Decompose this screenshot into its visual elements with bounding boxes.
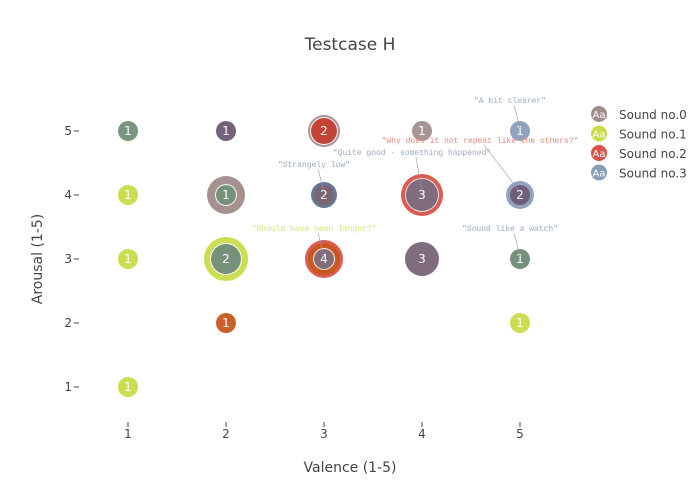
legend-marker-text: Aa <box>593 130 606 141</box>
annotation-arrow <box>317 168 325 193</box>
bubble: 2 <box>204 237 248 281</box>
bubble: 4 <box>305 240 343 278</box>
bubble-marker <box>412 121 432 141</box>
annotation-text: "Should have been longer?" <box>252 225 377 234</box>
annotation-text: "Sound like a watch" <box>462 225 558 234</box>
bubble-label: 1 <box>418 124 426 138</box>
bubble: 1 <box>118 249 138 269</box>
annotation-arrow <box>513 232 521 257</box>
bubble: 1 <box>510 121 530 141</box>
x-tick-label: 3 <box>320 427 328 441</box>
x-tick-label: 5 <box>516 427 524 441</box>
bubble-marker <box>314 249 334 269</box>
bubble-marker <box>118 377 138 397</box>
bubble: 1 <box>510 313 530 333</box>
bubble-marker <box>510 121 530 141</box>
annotation-arrow <box>317 232 325 257</box>
bubble-marker <box>118 185 138 205</box>
bubble-marker <box>216 121 236 141</box>
y-tick-label: 3 <box>64 252 72 266</box>
bubble-marker <box>311 118 337 144</box>
legend-item[interactable]: Aa Sound no.3 <box>591 164 687 181</box>
bubble-label: 3 <box>418 188 426 202</box>
annotation-arrow <box>483 144 521 193</box>
bubble-marker <box>118 249 138 269</box>
bubble-label: 1 <box>516 316 524 330</box>
y-axis-label: Arousal (1-5) <box>30 214 46 304</box>
x-axis-label: Valence (1-5) <box>304 460 397 476</box>
bubble-label: 2 <box>222 252 230 266</box>
annotation-arrow <box>415 156 423 193</box>
bubble-marker <box>510 185 530 205</box>
legend-label: Sound no.2 <box>619 147 687 161</box>
bubble-label: 4 <box>320 252 328 266</box>
bubble-marker <box>510 249 530 269</box>
bubble: 1 <box>118 377 138 397</box>
legend-item[interactable]: Aa Sound no.2 <box>591 145 687 161</box>
legend-item[interactable]: Aa Sound no.1 <box>591 125 687 142</box>
y-tick-label: 5 <box>64 124 72 138</box>
bubble-label: 1 <box>124 380 132 394</box>
chart-title: Testcase H <box>304 35 396 55</box>
bubble: 1 <box>510 249 530 269</box>
legend-item[interactable]: Aa Sound no.0 <box>591 106 687 122</box>
bubble-marker <box>510 313 530 333</box>
legend-label: Sound no.1 <box>619 128 687 142</box>
y-tick-label: 1 <box>64 380 72 394</box>
legend-marker <box>591 106 607 122</box>
bubble: 2 <box>506 181 534 209</box>
y-tick-label: 4 <box>64 188 72 202</box>
x-tick-label: 1 <box>124 427 132 441</box>
y-tick-label: 2 <box>64 316 72 330</box>
bubble: 1 <box>118 185 138 205</box>
bubble-label: 1 <box>124 124 132 138</box>
bubble-marker <box>216 313 236 333</box>
bubble: 1 <box>216 313 236 333</box>
legend-marker-text: Aa <box>593 169 606 180</box>
bubble: 3 <box>405 242 439 276</box>
annotation-text: "Quite good - something happened" <box>333 149 491 158</box>
legend-marker <box>591 164 607 181</box>
legend-marker-text: Aa <box>593 110 606 121</box>
bubble-label: 2 <box>320 124 328 138</box>
bubble-label: 1 <box>222 124 230 138</box>
bubble-marker <box>118 121 138 141</box>
annotation-text: "A bit clearer" <box>474 97 546 106</box>
bubble: 2 <box>311 182 337 208</box>
bubble: 1 <box>207 176 245 214</box>
bubble: 1 <box>412 121 432 141</box>
bubble-marker <box>216 185 236 205</box>
legend-label: Sound no.0 <box>619 108 687 122</box>
legend-marker <box>591 145 607 161</box>
legend-label: Sound no.3 <box>619 167 687 181</box>
bubble: 2 <box>308 115 340 147</box>
legend-marker <box>591 125 607 142</box>
bubble-label: 2 <box>516 188 524 202</box>
annotation-arrow <box>513 104 521 129</box>
bubble-marker <box>405 242 439 276</box>
annotation-text: "Strangely low" <box>278 161 350 170</box>
bubble-label: 1 <box>124 252 132 266</box>
bubble: 1 <box>216 121 236 141</box>
bubble-marker <box>211 244 241 274</box>
bubble-marker <box>406 179 438 211</box>
x-tick-label: 4 <box>418 427 426 441</box>
bubble-marker <box>314 185 334 205</box>
bubble-label: 2 <box>320 188 328 202</box>
bubble: 3 <box>401 174 443 216</box>
bubble-label: 1 <box>516 124 524 138</box>
bubble-label: 1 <box>124 188 132 202</box>
bubble-label: 1 <box>222 316 230 330</box>
legend-marker-text: Aa <box>593 149 606 160</box>
bubble-label: 1 <box>222 188 230 202</box>
bubble-label: 1 <box>516 252 524 266</box>
bubble: 1 <box>118 121 138 141</box>
x-tick-label: 2 <box>222 427 230 441</box>
bubble-label: 3 <box>418 252 426 266</box>
annotation-text: "Why does it not repeat like the others?… <box>382 137 579 146</box>
